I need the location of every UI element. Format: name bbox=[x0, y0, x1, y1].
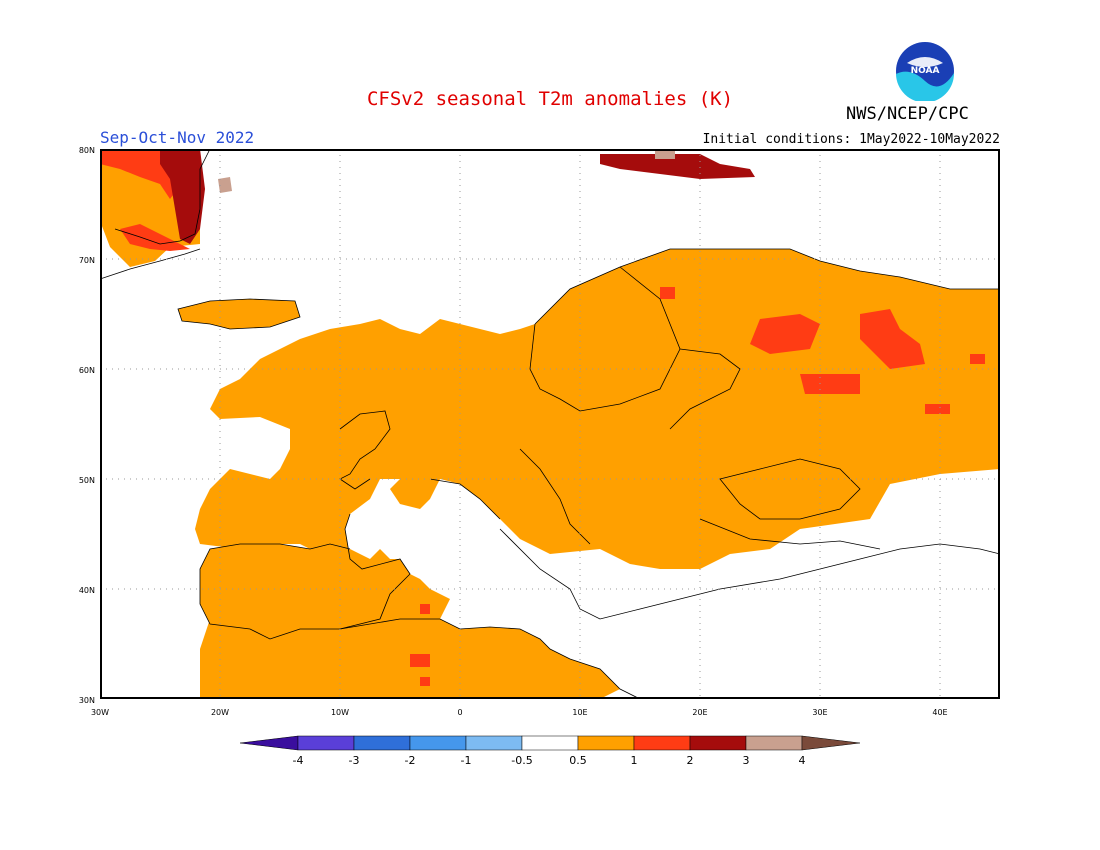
colorbar-swatch bbox=[297, 735, 355, 751]
anomaly-fill-darkred bbox=[160, 149, 755, 244]
colorbar-label: 3 bbox=[742, 754, 750, 767]
initial-conditions-label: Initial conditions: 1May2022-10May2022 bbox=[702, 132, 1000, 147]
lat-tick-30n: 30N bbox=[79, 696, 95, 705]
colorbar-swatch bbox=[745, 735, 803, 751]
lat-tick-60n: 60N bbox=[79, 366, 95, 375]
colorbar-swatch bbox=[577, 735, 635, 751]
anomaly-fill-tan bbox=[218, 151, 675, 193]
map-frame bbox=[100, 149, 1000, 699]
colorbar-swatch bbox=[353, 735, 411, 751]
colorbar-swatch bbox=[633, 735, 691, 751]
colorbar-label: 0.5 bbox=[569, 754, 587, 767]
colorbar-swatch bbox=[521, 735, 579, 751]
colorbar-label: -0.5 bbox=[511, 754, 533, 767]
map-title: CFSv2 seasonal T2m anomalies (K) bbox=[366, 88, 734, 110]
lat-tick-80n: 80N bbox=[79, 146, 95, 155]
colorbar-label: -1 bbox=[460, 754, 472, 767]
colorbar-label: 1 bbox=[630, 754, 638, 767]
lat-tick-40n: 40N bbox=[79, 586, 95, 595]
colorbar-label: -4 bbox=[292, 754, 304, 767]
anomaly-map bbox=[100, 149, 1000, 699]
lon-tick-30w: 30W bbox=[91, 708, 109, 717]
colorbar bbox=[240, 735, 861, 751]
lat-tick-70n: 70N bbox=[79, 256, 95, 265]
lon-tick-10e: 10E bbox=[572, 708, 587, 717]
lon-tick-40e: 40E bbox=[932, 708, 947, 717]
colorbar-swatch bbox=[409, 735, 467, 751]
colorbar-label: 2 bbox=[686, 754, 694, 767]
lon-tick-20e: 20E bbox=[692, 708, 707, 717]
graticule bbox=[100, 149, 1000, 699]
lon-tick-20w: 20W bbox=[211, 708, 229, 717]
colorbar-label: -3 bbox=[348, 754, 360, 767]
anomaly-fill-red bbox=[100, 149, 985, 686]
anomaly-fill-orange bbox=[100, 149, 1000, 699]
lon-tick-0: 0 bbox=[457, 708, 462, 717]
coastlines bbox=[100, 149, 1000, 699]
colorbar-label: -2 bbox=[404, 754, 416, 767]
season-label: Sep-Oct-Nov 2022 bbox=[100, 128, 255, 147]
colorbar-label: 4 bbox=[798, 754, 806, 767]
lon-tick-30e: 30E bbox=[812, 708, 827, 717]
colorbar-swatch bbox=[465, 735, 523, 751]
colorbar-swatch bbox=[689, 735, 747, 751]
lat-tick-50n: 50N bbox=[79, 476, 95, 485]
colorbar-swatch-max bbox=[801, 735, 861, 751]
lon-tick-10w: 10W bbox=[331, 708, 349, 717]
noaa-logo: NOAA bbox=[895, 41, 955, 103]
agency-label: NWS/NCEP/CPC bbox=[846, 104, 969, 124]
noaa-logo-text: NOAA bbox=[910, 66, 940, 76]
axis-labels: 80N 70N 60N 50N 40N 30N 30W 20W 10W 0 10… bbox=[79, 146, 948, 717]
colorbar-swatch-min bbox=[240, 735, 299, 751]
